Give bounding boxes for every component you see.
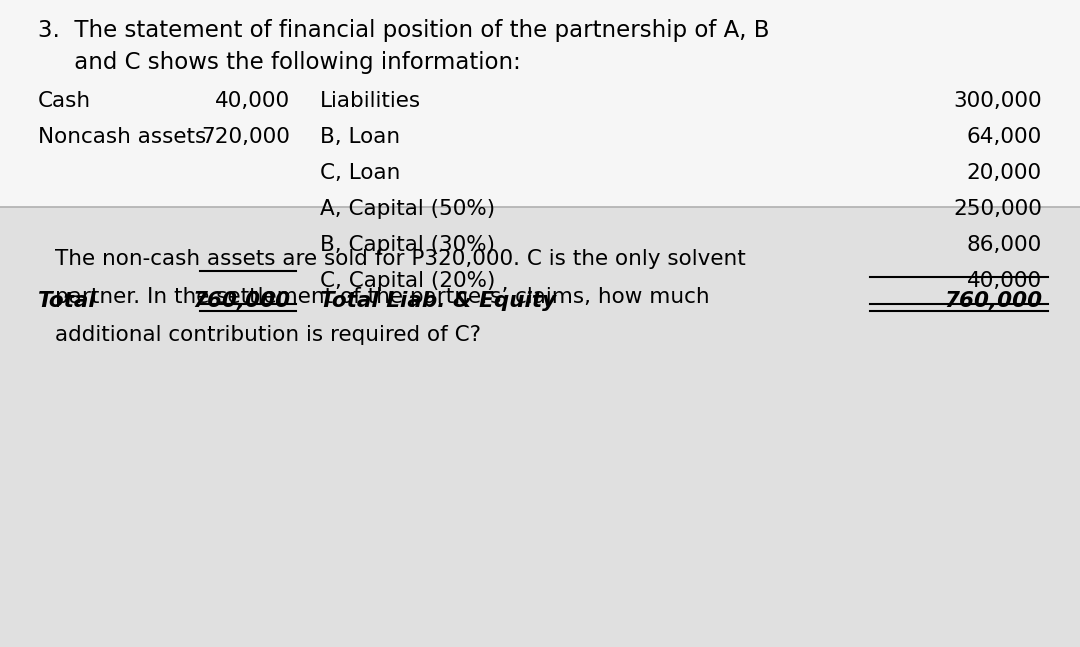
Text: 86,000: 86,000 [967, 235, 1042, 255]
Text: 300,000: 300,000 [954, 91, 1042, 111]
Text: 760,000: 760,000 [192, 291, 291, 311]
Text: 20,000: 20,000 [967, 163, 1042, 183]
Text: B, Capital (30%): B, Capital (30%) [320, 235, 495, 255]
Bar [0, 207, 1080, 647]
Text: C, Loan: C, Loan [320, 163, 401, 183]
Text: 40,000: 40,000 [967, 271, 1042, 291]
Text: Cash: Cash [38, 91, 91, 111]
Text: 40,000: 40,000 [215, 91, 291, 111]
Text: partner. In the settlement of the partners’ claims, how much: partner. In the settlement of the partne… [55, 287, 710, 307]
Text: Total Liab. & Equity: Total Liab. & Equity [320, 291, 556, 311]
Text: additional contribution is required of C?: additional contribution is required of C… [55, 325, 481, 345]
Text: The non-cash assets are sold for P320,000. C is the only solvent: The non-cash assets are sold for P320,00… [55, 249, 746, 269]
Text: B, Loan: B, Loan [320, 127, 400, 147]
Text: Total: Total [38, 291, 97, 311]
Text: 64,000: 64,000 [967, 127, 1042, 147]
Text: C, Capital (20%): C, Capital (20%) [320, 271, 496, 291]
Text: 250,000: 250,000 [954, 199, 1042, 219]
Text: and C shows the following information:: and C shows the following information: [38, 51, 521, 74]
Text: A, Capital (50%): A, Capital (50%) [320, 199, 495, 219]
Text: 720,000: 720,000 [201, 127, 291, 147]
Text: Liabilities: Liabilities [320, 91, 421, 111]
Bar [0, 0, 1080, 207]
Text: 3.  The statement of financial position of the partnership of A, B: 3. The statement of financial position o… [38, 19, 769, 42]
Text: 760,000: 760,000 [944, 291, 1042, 311]
Text: Noncash assets: Noncash assets [38, 127, 206, 147]
